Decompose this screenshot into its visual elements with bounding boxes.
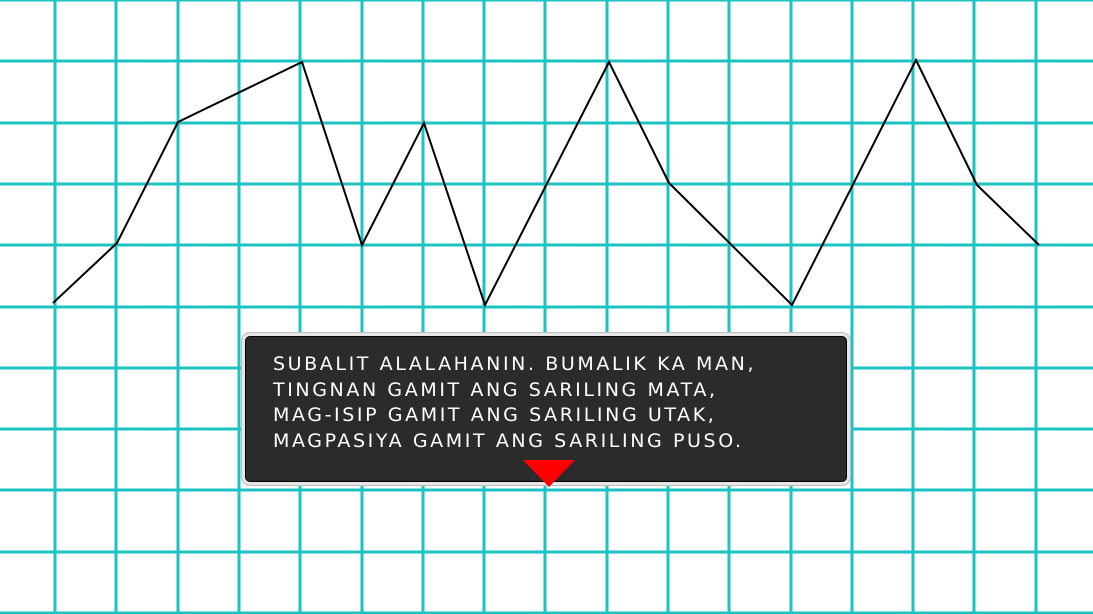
down-triangle-icon[interactable]: [523, 460, 575, 488]
dialog-line-1: SUBALIT ALALAHANIN. BUMALIK KA MAN,: [273, 353, 757, 375]
dialog-line-4: MAGPASIYA GAMIT ANG SARILING PUSO.: [273, 429, 744, 452]
zigzag-line: [52, 57, 1040, 308]
dialog-line-2: TINGNAN GAMIT ANG SARILING MATA,: [273, 378, 718, 401]
dialog-line-3: MAG-ISIP GAMIT ANG SARILING UTAK,: [273, 404, 717, 426]
dialog-box[interactable]: SUBALIT ALALAHANIN. BUMALIK KA MAN, TING…: [242, 333, 850, 488]
